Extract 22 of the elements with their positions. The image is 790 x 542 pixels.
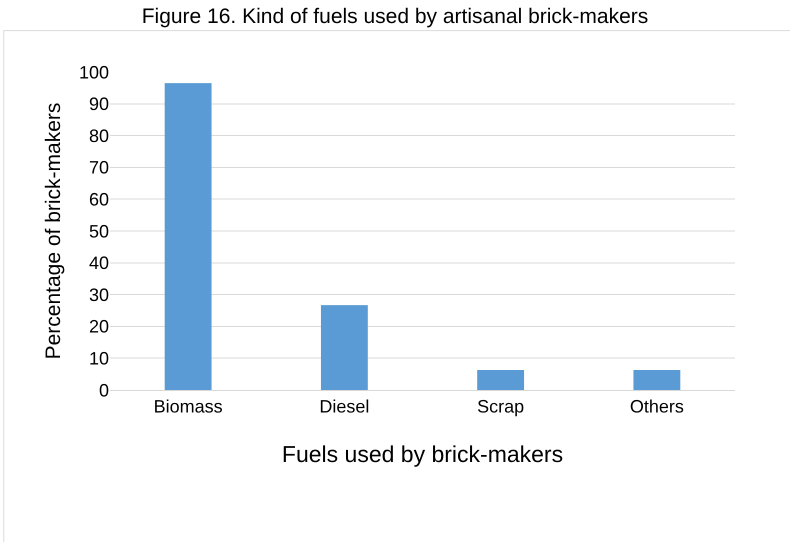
y-tick-label: 10 bbox=[88, 348, 109, 368]
y-tick-label: 60 bbox=[88, 190, 109, 210]
x-tick-label: Scrap bbox=[477, 396, 524, 417]
y-tick-label: 40 bbox=[88, 253, 109, 274]
x-tick-label: Others bbox=[630, 396, 684, 417]
bar bbox=[633, 370, 680, 390]
chart-title: Figure 16. Kind of fuels used by artisanal brick-makers bbox=[142, 4, 648, 28]
y-tick-label: 30 bbox=[88, 284, 109, 305]
x-axis-title: Fuels used by brick-makers bbox=[282, 441, 564, 468]
bar bbox=[320, 305, 368, 390]
bar bbox=[477, 370, 524, 390]
y-tick-label: 100 bbox=[78, 62, 109, 82]
x-tick-label: Diesel bbox=[319, 396, 370, 417]
y-axis-title: Percentage of brick-makers bbox=[42, 102, 66, 360]
y-tick-label: 80 bbox=[88, 126, 109, 146]
y-tick-label: 0 bbox=[98, 380, 109, 400]
y-tick-label: 70 bbox=[88, 158, 109, 178]
y-tick-label: 50 bbox=[88, 221, 109, 242]
bar bbox=[164, 83, 212, 390]
x-tick-label: Biomass bbox=[154, 396, 223, 417]
y-tick-label: 90 bbox=[88, 94, 109, 114]
y-tick-label: 20 bbox=[88, 316, 109, 337]
